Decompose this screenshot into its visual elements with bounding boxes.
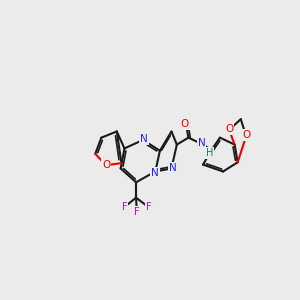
Text: F: F (122, 202, 127, 212)
Text: H: H (206, 148, 213, 158)
Text: F: F (134, 207, 140, 217)
Text: O: O (225, 124, 233, 134)
Text: N: N (169, 164, 177, 173)
Text: O: O (102, 160, 110, 170)
Text: N: N (198, 138, 206, 148)
Text: O: O (180, 119, 189, 129)
Text: N: N (152, 168, 159, 178)
Text: F: F (146, 202, 151, 212)
Text: O: O (243, 130, 251, 140)
Text: N: N (140, 134, 148, 144)
